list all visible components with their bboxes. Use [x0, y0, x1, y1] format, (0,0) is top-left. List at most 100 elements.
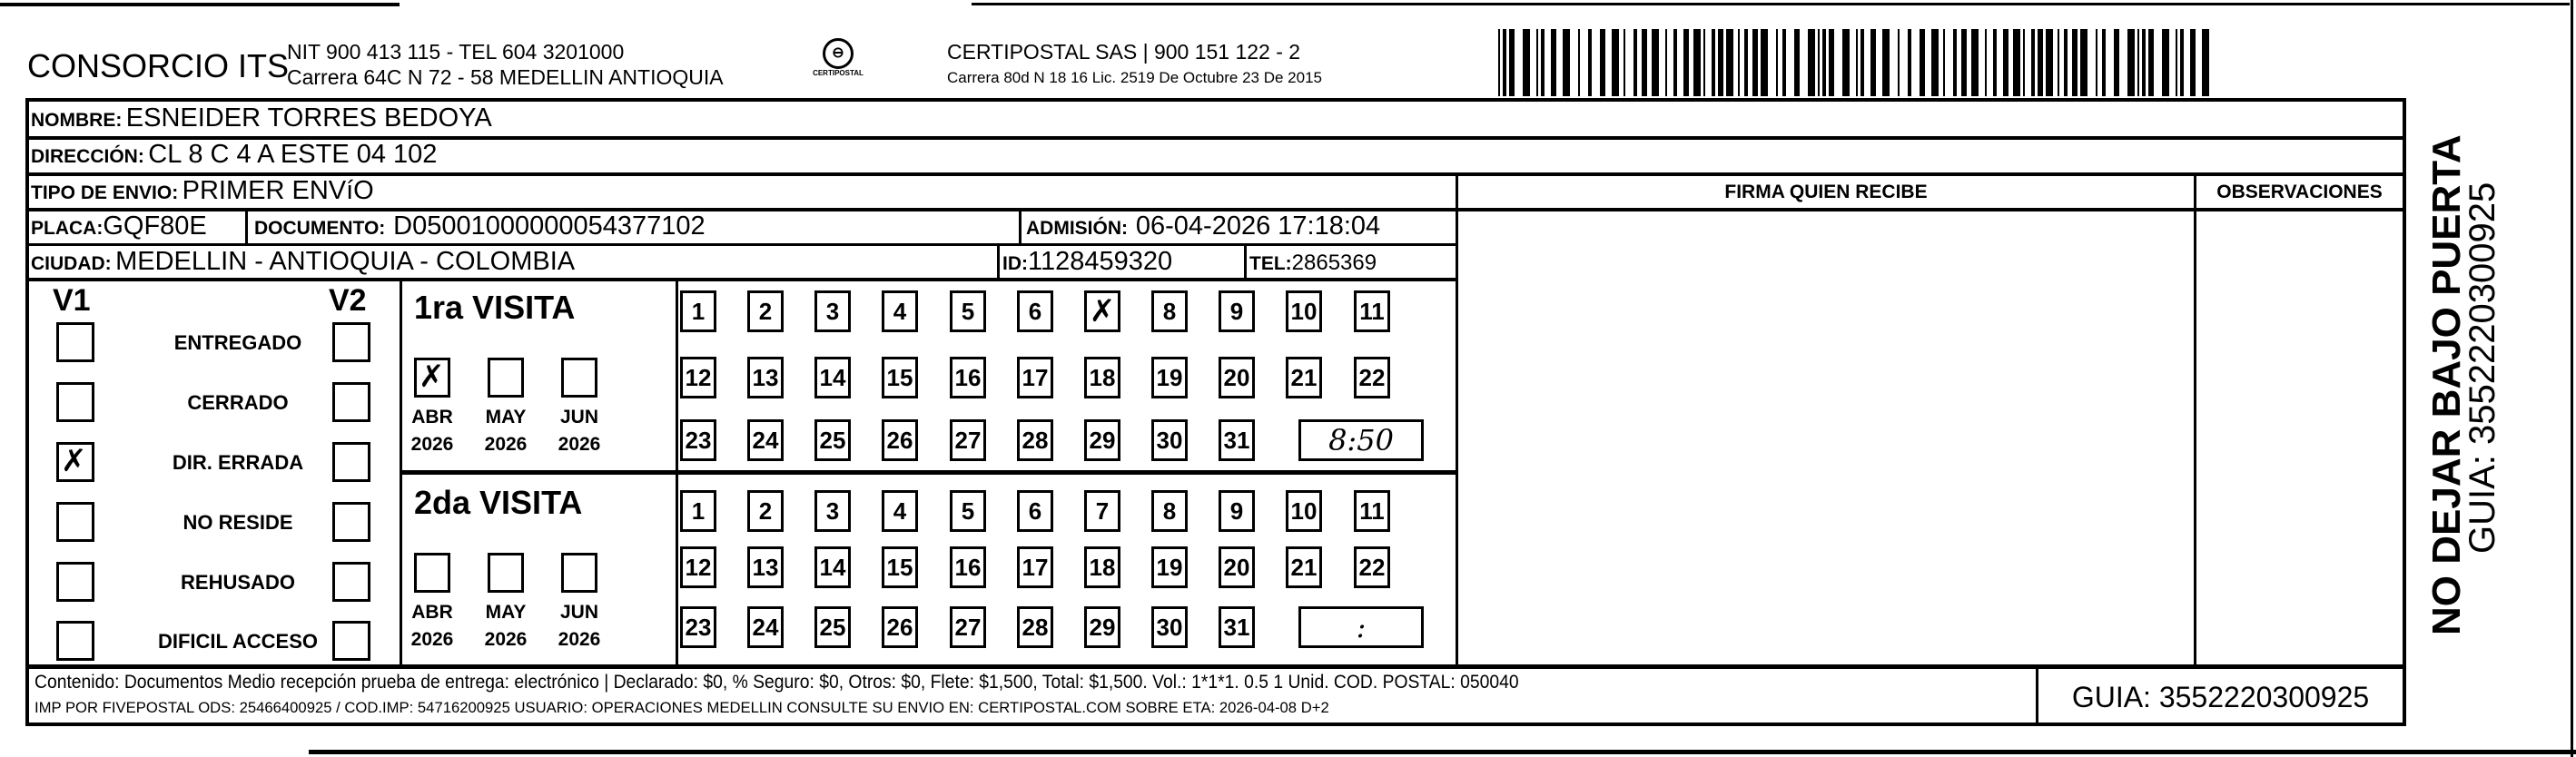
- day-box[interactable]: 2: [747, 490, 784, 532]
- day-box[interactable]: 10: [1286, 290, 1322, 332]
- month-checkbox[interactable]: [488, 553, 524, 593]
- month-checkbox[interactable]: [561, 358, 597, 398]
- day-box[interactable]: 18: [1084, 357, 1120, 398]
- company-address: Carrera 64C N 72 - 58 MEDELLIN ANTIOQUIA: [287, 65, 724, 89]
- time-field[interactable]: 8:50: [1298, 419, 1424, 461]
- v2-checkbox[interactable]: [332, 382, 370, 422]
- day-box[interactable]: 28: [1017, 419, 1053, 461]
- day-box[interactable]: 6: [1017, 490, 1053, 532]
- check-mark-icon: ✗: [419, 359, 445, 395]
- day-box[interactable]: 10: [1286, 490, 1322, 532]
- month-checkbox[interactable]: [488, 358, 524, 398]
- day-box[interactable]: 11: [1354, 290, 1390, 332]
- day-box[interactable]: 9: [1219, 490, 1255, 532]
- document-field: DOCUMENTO: D05001000000054377102: [254, 211, 706, 241]
- day-box[interactable]: 5: [950, 490, 986, 532]
- day-box[interactable]: 17: [1017, 546, 1053, 588]
- v1-checkbox[interactable]: [56, 621, 94, 661]
- day-box[interactable]: 30: [1151, 419, 1188, 461]
- day-box[interactable]: 15: [882, 357, 918, 398]
- day-box[interactable]: 13: [747, 357, 784, 398]
- company-nit: NIT 900 413 115 - TEL 604 3201000: [287, 40, 625, 64]
- day-box[interactable]: 19: [1151, 546, 1188, 588]
- day-box[interactable]: 31: [1219, 606, 1255, 648]
- v2-header: V2: [329, 283, 367, 318]
- day-box[interactable]: 8: [1151, 490, 1188, 532]
- day-box[interactable]: 7: [1084, 490, 1120, 532]
- day-box[interactable]: 8: [1151, 290, 1188, 332]
- v2-checkbox[interactable]: [332, 562, 370, 602]
- day-box[interactable]: 6: [1017, 290, 1053, 332]
- day-box[interactable]: 1: [680, 490, 716, 532]
- day-box[interactable]: 17: [1017, 357, 1053, 398]
- day-box[interactable]: 25: [814, 419, 851, 461]
- observations-area[interactable]: [2196, 211, 2403, 664]
- year-label: 2026: [410, 629, 454, 650]
- v2-checkbox[interactable]: [332, 442, 370, 482]
- v1-checkbox[interactable]: ✗: [56, 442, 94, 482]
- month-label: MAY: [485, 602, 527, 623]
- day-box[interactable]: 3: [814, 290, 851, 332]
- day-box[interactable]: 29: [1084, 419, 1120, 461]
- v1-checkbox[interactable]: [56, 502, 94, 542]
- day-box[interactable]: 4: [882, 490, 918, 532]
- day-box[interactable]: 26: [882, 419, 918, 461]
- month-label: JUN: [559, 602, 598, 623]
- v2-checkbox[interactable]: [332, 621, 370, 661]
- shipment-type-row: TIPO DE ENVIO: PRIMER ENVíO: [31, 176, 374, 205]
- v2-checkbox[interactable]: [332, 322, 370, 362]
- carrier-info: CERTIPOSTAL SAS | 900 151 122 - 2: [947, 40, 1301, 64]
- day-box[interactable]: 14: [814, 357, 851, 398]
- contents-line: Contenido: Documentos Medio recepción pr…: [35, 672, 1519, 693]
- day-box[interactable]: 23: [680, 419, 716, 461]
- day-box[interactable]: 12: [680, 546, 716, 588]
- day-box[interactable]: 9: [1219, 290, 1255, 332]
- year-label: 2026: [484, 434, 528, 455]
- day-box[interactable]: 20: [1219, 357, 1255, 398]
- v1-checkbox[interactable]: [56, 322, 94, 362]
- day-box[interactable]: 23: [680, 606, 716, 648]
- month-checkbox[interactable]: [561, 553, 597, 593]
- day-box[interactable]: 5: [950, 290, 986, 332]
- day-box[interactable]: 22: [1354, 546, 1390, 588]
- v1-checkbox[interactable]: [56, 562, 94, 602]
- day-box[interactable]: 27: [950, 419, 986, 461]
- day-box[interactable]: 16: [950, 357, 986, 398]
- day-box[interactable]: 15: [882, 546, 918, 588]
- day-box[interactable]: 22: [1354, 357, 1390, 398]
- day-box[interactable]: 24: [747, 419, 784, 461]
- day-box[interactable]: 14: [814, 546, 851, 588]
- day-box[interactable]: 28: [1017, 606, 1053, 648]
- day-box[interactable]: 1: [680, 290, 716, 332]
- signature-area[interactable]: [1458, 211, 2194, 664]
- day-box[interactable]: 12: [680, 357, 716, 398]
- day-box[interactable]: 26: [882, 606, 918, 648]
- day-box[interactable]: 24: [747, 606, 784, 648]
- v2-checkbox[interactable]: [332, 502, 370, 542]
- day-box[interactable]: 21: [1286, 357, 1322, 398]
- day-box[interactable]: 21: [1286, 546, 1322, 588]
- day-box[interactable]: 20: [1219, 546, 1255, 588]
- time-field[interactable]: :: [1298, 606, 1424, 648]
- day-box[interactable]: 18: [1084, 546, 1120, 588]
- v1-checkbox[interactable]: [56, 382, 94, 422]
- month-checkbox[interactable]: [414, 553, 450, 593]
- day-box[interactable]: 2: [747, 290, 784, 332]
- month-checkbox[interactable]: ✗: [414, 358, 450, 398]
- day-box[interactable]: ✗: [1084, 290, 1120, 332]
- day-box[interactable]: 29: [1084, 606, 1120, 648]
- day-box[interactable]: 11: [1354, 490, 1390, 532]
- day-box[interactable]: 30: [1151, 606, 1188, 648]
- day-box[interactable]: 27: [950, 606, 986, 648]
- day-box[interactable]: 3: [814, 490, 851, 532]
- admission-field: ADMISIÓN: 06-04-2026 17:18:04: [1026, 211, 1381, 241]
- day-box[interactable]: 19: [1151, 357, 1188, 398]
- day-box[interactable]: 13: [747, 546, 784, 588]
- day-box[interactable]: 4: [882, 290, 918, 332]
- day-box[interactable]: 31: [1219, 419, 1255, 461]
- day-box[interactable]: 25: [814, 606, 851, 648]
- day-box[interactable]: 16: [950, 546, 986, 588]
- status-option-label: REHUSADO: [181, 571, 295, 594]
- observations-header: OBSERVACIONES: [2216, 182, 2383, 202]
